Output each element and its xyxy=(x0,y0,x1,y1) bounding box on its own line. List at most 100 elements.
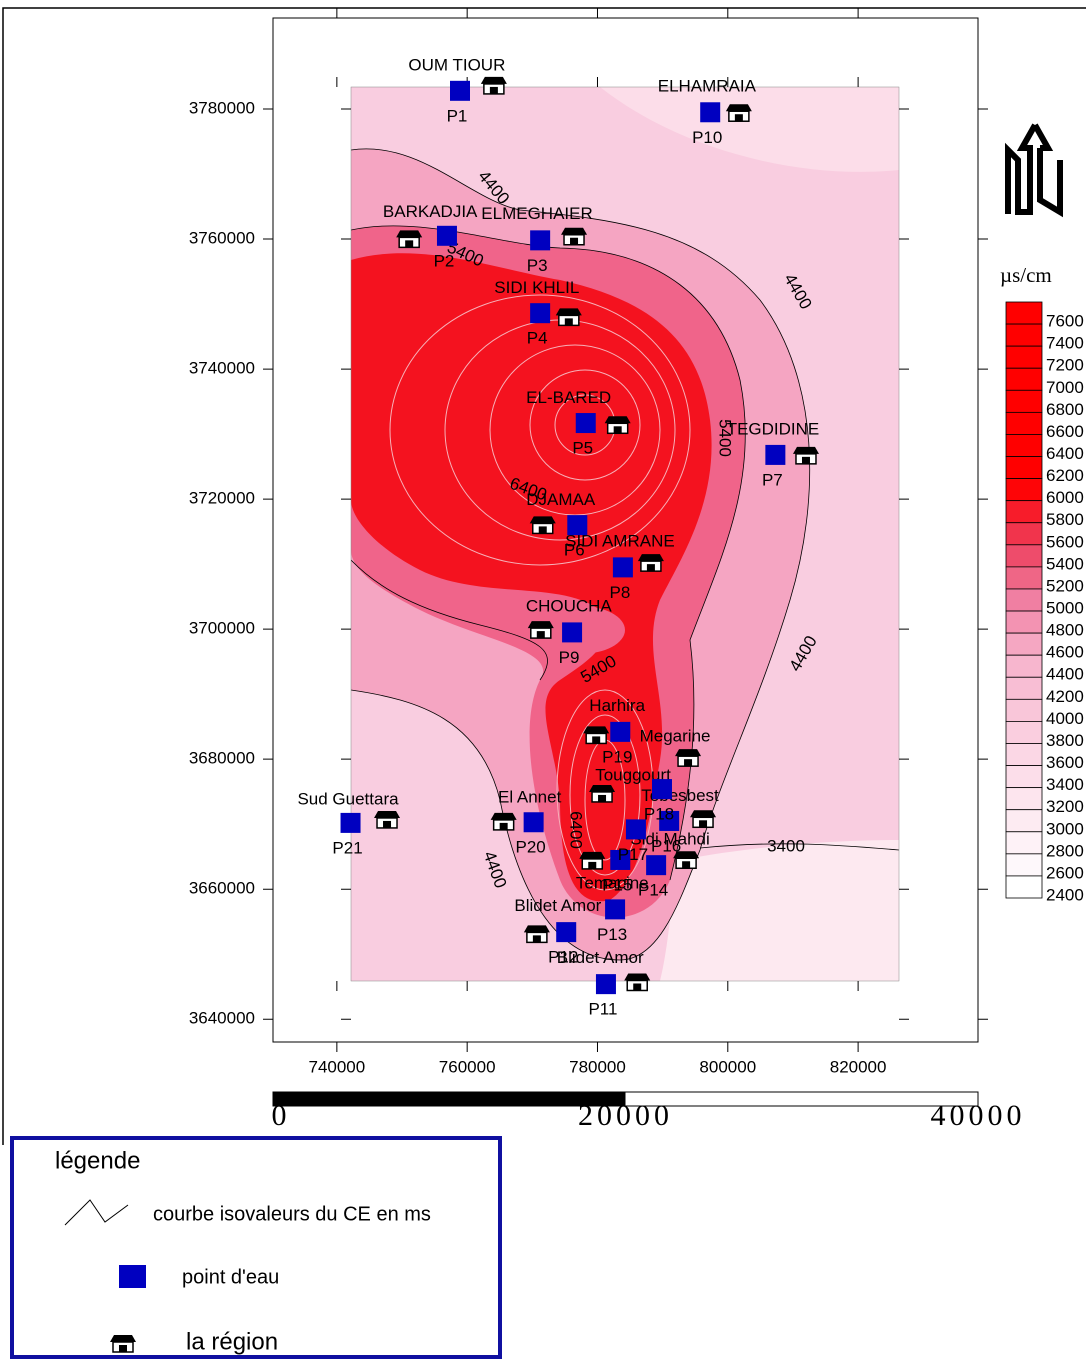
region-icon xyxy=(589,785,615,802)
door xyxy=(565,318,573,325)
region-icon xyxy=(690,810,716,827)
colorbar-band xyxy=(1006,545,1042,567)
region-icon xyxy=(726,104,752,121)
point-label: P13 xyxy=(597,925,627,944)
x-tick-label: 800000 xyxy=(699,1057,756,1076)
door xyxy=(647,564,655,571)
water-point xyxy=(646,855,666,875)
door xyxy=(537,631,545,638)
legend-label: la région xyxy=(186,1328,278,1355)
colorbar-band xyxy=(1006,699,1042,721)
colorbar-label: 5800 xyxy=(1046,510,1084,529)
region-icon xyxy=(528,621,554,638)
water-point xyxy=(610,722,630,742)
door xyxy=(735,114,743,121)
colorbar-band xyxy=(1006,346,1042,368)
region-label: Harhira xyxy=(589,696,645,715)
region-label: ELMEGHAIER xyxy=(481,204,592,223)
water-point xyxy=(613,557,633,577)
door xyxy=(500,823,508,830)
legend-label: courbe isovaleurs du CE en ms xyxy=(153,1203,431,1225)
region-label: OUM TIOUR xyxy=(408,55,505,74)
colorbar-label: 5000 xyxy=(1046,599,1084,618)
point-label: P14 xyxy=(638,881,668,900)
scale-bar-segment xyxy=(273,1092,626,1106)
colorbar-label: 5400 xyxy=(1046,554,1084,573)
door xyxy=(383,821,391,828)
colorbar-label: 5200 xyxy=(1046,576,1084,595)
region-icon xyxy=(624,973,650,990)
water-point xyxy=(765,445,785,465)
roof xyxy=(374,811,400,818)
roof xyxy=(690,810,716,817)
x-tick-label: 740000 xyxy=(308,1057,365,1076)
point-label: P17 xyxy=(618,845,648,864)
roof xyxy=(110,1335,136,1342)
point-label: P16 xyxy=(651,836,681,855)
colorbar-label: 4600 xyxy=(1046,643,1084,662)
map: µs/cm légende courbe isovaleurs du CE en… xyxy=(0,0,1086,1361)
scale-bar-label: 40000 xyxy=(931,1099,1026,1132)
region-label: Sud Guettara xyxy=(297,789,399,808)
contour-label: 3400 xyxy=(767,836,805,855)
colorbar-label: 3200 xyxy=(1046,797,1084,816)
colorbar-band xyxy=(1006,589,1042,611)
point-label: P10 xyxy=(692,128,722,147)
point-label: P18 xyxy=(644,805,674,824)
water-point xyxy=(450,81,470,101)
colorbar-unit: µs/cm xyxy=(1000,263,1052,287)
colorbar-label: 6600 xyxy=(1046,422,1084,441)
scale-bar-label: 0 xyxy=(272,1099,291,1132)
point-label: P2 xyxy=(434,251,455,270)
region-icon xyxy=(481,77,507,94)
region-label: TEGDIDINE xyxy=(727,419,820,438)
door xyxy=(533,935,541,942)
point-label: P7 xyxy=(762,470,783,489)
roof xyxy=(726,104,752,111)
point-label: P9 xyxy=(559,648,580,667)
colorbar-band xyxy=(1006,457,1042,479)
point-label: P5 xyxy=(572,439,593,458)
colorbar-label: 6200 xyxy=(1046,466,1084,485)
region-icon xyxy=(524,925,550,942)
colorbar-band xyxy=(1006,677,1042,699)
door xyxy=(614,426,622,433)
colorbar-band xyxy=(1006,390,1042,412)
colorbar-band xyxy=(1006,633,1042,655)
roof xyxy=(561,228,587,235)
colorbar-band xyxy=(1006,501,1042,523)
door xyxy=(570,238,578,245)
region-icon xyxy=(793,447,819,464)
point-label: P1 xyxy=(447,106,468,125)
north-arrow xyxy=(1008,125,1060,214)
colorbar-label: 2400 xyxy=(1046,885,1084,904)
colorbar-label: 3400 xyxy=(1046,775,1084,794)
colorbar-band xyxy=(1006,611,1042,633)
roof xyxy=(583,726,609,733)
x-tick-label: 760000 xyxy=(439,1057,496,1076)
colorbar-label: 2800 xyxy=(1046,841,1084,860)
y-tick-label: 3740000 xyxy=(189,359,255,378)
door xyxy=(633,983,641,990)
region-icon xyxy=(579,852,605,869)
roof xyxy=(624,973,650,980)
point-label: P21 xyxy=(332,838,362,857)
region-icon xyxy=(530,516,556,533)
region-icon xyxy=(556,308,582,325)
colorbar-label: 4000 xyxy=(1046,709,1084,728)
colorbar-label: 6800 xyxy=(1046,400,1084,419)
region-icon xyxy=(675,749,701,766)
roof xyxy=(396,230,422,237)
region-icon xyxy=(583,726,609,743)
scale-bar-label: 20000 xyxy=(578,1099,673,1132)
y-tick-label: 3760000 xyxy=(189,229,255,248)
colorbar-label: 7600 xyxy=(1046,312,1084,331)
region-icon xyxy=(605,416,631,433)
door xyxy=(802,457,810,464)
region-label: DJAMAA xyxy=(526,490,596,509)
y-tick-label: 3720000 xyxy=(189,489,255,508)
legend-title: légende xyxy=(55,1147,140,1174)
y-tick-label: 3640000 xyxy=(189,1009,255,1028)
region-label: EL-BARED xyxy=(526,388,611,407)
water-point xyxy=(596,974,616,994)
